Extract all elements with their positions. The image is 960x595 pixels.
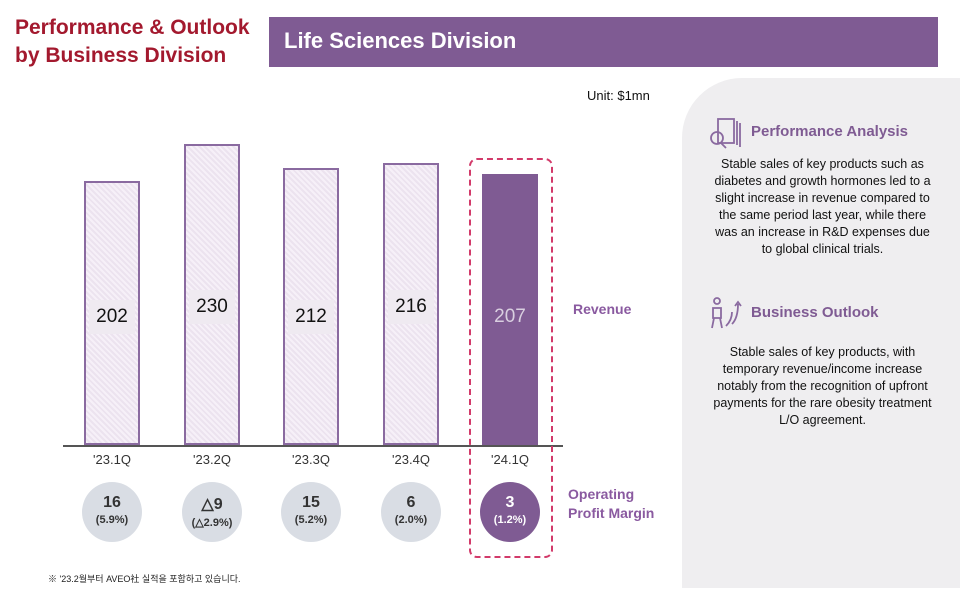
operating-margin-value: (5.9%) [95,514,129,526]
revenue-value-label: 202 [89,300,135,334]
revenue-legend: Revenue [573,301,632,317]
x-tick-label: '23.3Q [292,452,330,467]
performance-analysis-text: Stable sales of key products such as dia… [714,157,931,256]
x-tick-label: '23.4Q [392,452,430,467]
operating-profit-circle: 3 (1.2%) [480,482,540,542]
operating-margin-value: (△2.9%) [191,517,233,529]
revenue-value-label: 216 [388,290,434,324]
operating-profit-value: △9 [201,496,223,513]
title-line-1: Performance & Outlook [15,16,250,39]
operating-profit-value: 16 [103,494,121,511]
x-axis-line [63,445,563,447]
operating-profit-value: 6 [406,494,416,511]
division-banner: Life Sciences Division [269,17,938,67]
operating-margin-value: (2.0%) [394,514,428,526]
page-title: Performance & Outlook by Business Divisio… [15,14,250,70]
document-search-icon [710,118,741,149]
revenue-bar [482,174,538,445]
business-outlook-heading: Business Outlook [751,304,879,321]
x-tick-label: '24.1Q [491,452,529,467]
revenue-value-label: 212 [288,300,334,334]
operating-profit-value: 3 [505,494,515,511]
unit-label: Unit: $1mn [587,88,650,103]
operating-margin-value: (5.2%) [294,514,328,526]
operating-profit-circle: △9 (△2.9%) [182,482,242,542]
growth-person-icon [711,297,742,329]
opm-legend: Operating Profit Margin [568,486,655,521]
operating-margin-value: (1.2%) [493,514,527,526]
revenue-value-label: 207 [494,306,526,327]
side-panel [682,78,960,588]
title-line-2: by Business Division [15,44,227,67]
x-tick-label: '23.2Q [193,452,231,467]
operating-profit-circle: 6 (2.0%) [381,482,441,542]
highlight-box [469,158,553,558]
performance-analysis-heading: Performance Analysis [751,123,909,140]
x-tick-label: '23.1Q [93,452,131,467]
business-outlook-text: Stable sales of key products, with tempo… [713,345,932,427]
operating-profit-circle: 16 (5.9%) [82,482,142,542]
footnote: ※ '23.2월부터 AVEO社 실적을 포함하고 있습니다. [48,574,241,584]
revenue-value-label: 230 [189,290,235,324]
operating-profit-value: 15 [302,494,320,511]
operating-profit-circle: 15 (5.2%) [281,482,341,542]
